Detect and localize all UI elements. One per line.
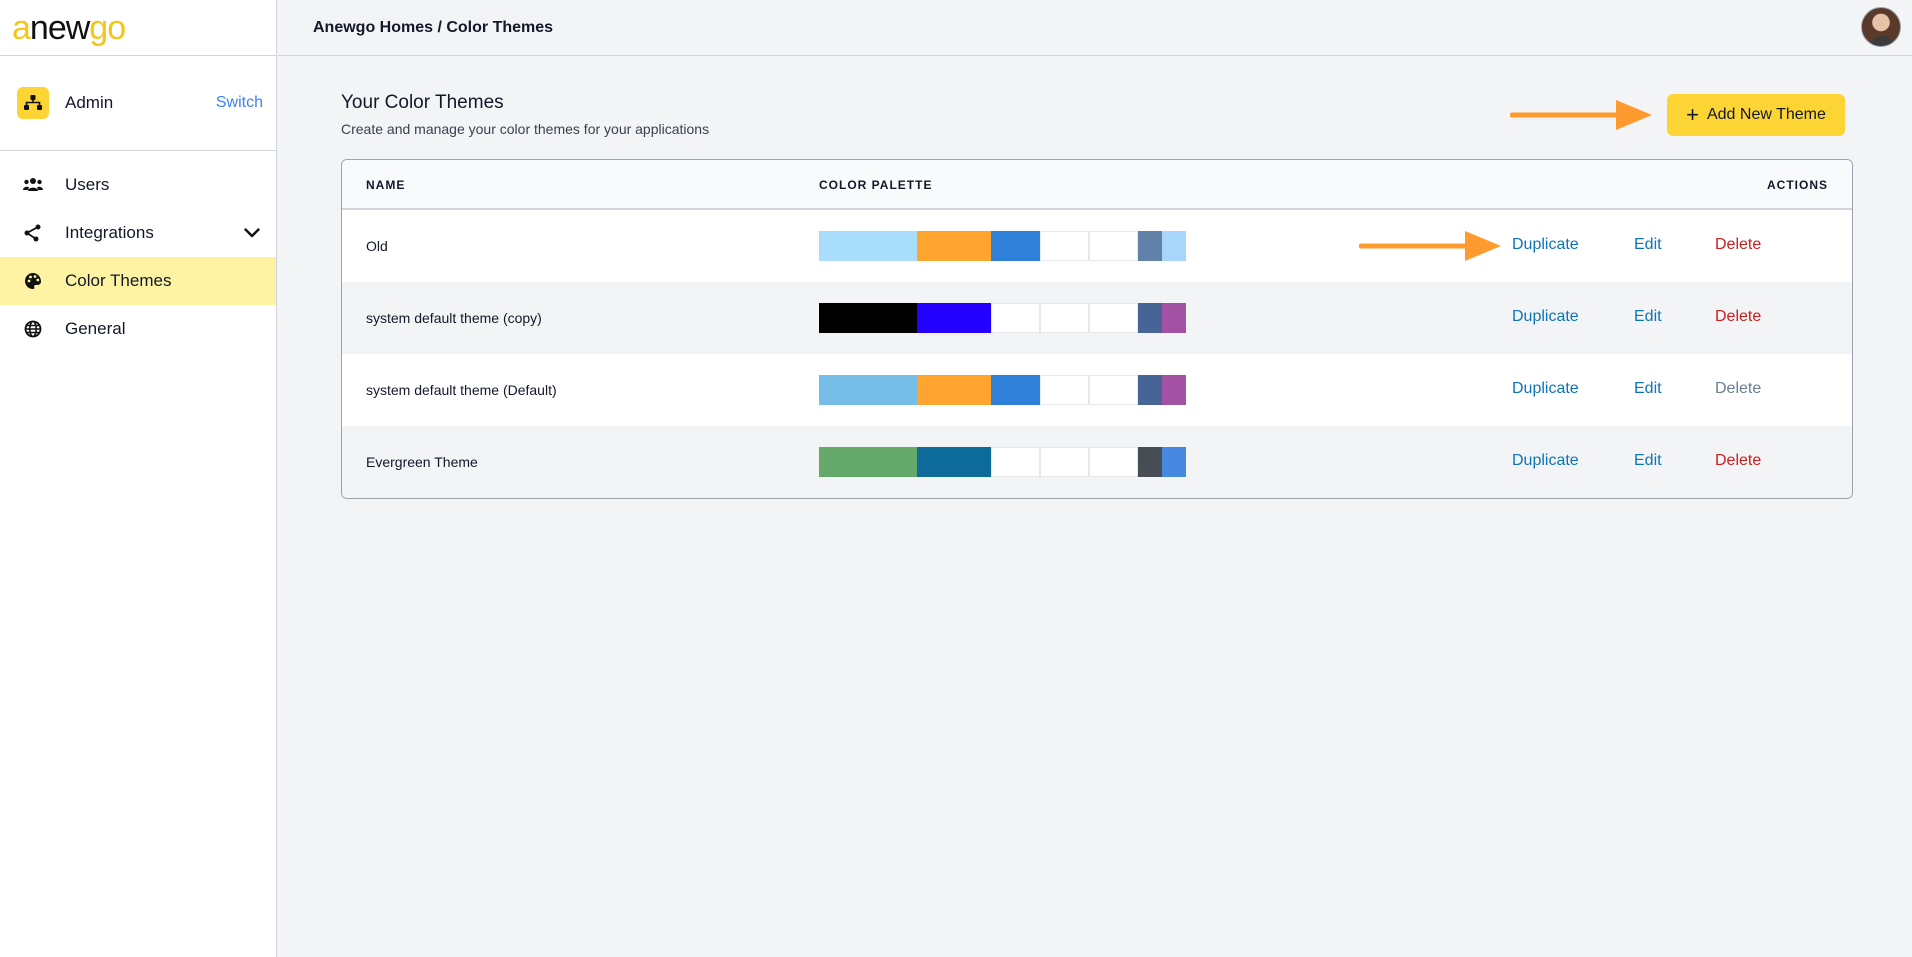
annotation-arrow-icon <box>1510 100 1652 130</box>
duplicate-button[interactable]: Duplicate <box>1512 308 1579 325</box>
palette-icon <box>22 270 44 292</box>
theme-name: Evergreen Theme <box>366 454 478 470</box>
color-swatch <box>1040 447 1089 477</box>
color-swatch <box>1138 231 1162 261</box>
table-row: system default theme (copy) Duplicate Edit… <box>342 282 1852 354</box>
color-palette <box>819 303 1186 333</box>
sidebar-item-label: Color Themes <box>65 271 172 290</box>
top-bar: Anewgo Homes / Color Themes <box>278 0 1912 56</box>
annotation-arrow-icon <box>1359 231 1501 261</box>
sidebar-item-users[interactable]: Users <box>0 161 276 209</box>
color-swatch <box>819 375 917 405</box>
avatar[interactable] <box>1861 7 1901 47</box>
account-switcher: Admin Switch <box>0 56 276 151</box>
color-swatch <box>1040 375 1089 405</box>
color-swatch <box>991 447 1040 477</box>
switch-link[interactable]: Switch <box>215 94 263 111</box>
duplicate-button[interactable]: Duplicate <box>1512 380 1579 397</box>
anewgo-logo[interactable]: anewgo <box>12 8 126 47</box>
table-row: Old Duplicate Edit Delete <box>342 210 1852 282</box>
sidebar-item-general[interactable]: General <box>0 305 276 353</box>
add-new-theme-button[interactable]: + Add New Theme <box>1667 94 1845 136</box>
plus-icon: + <box>1686 102 1699 127</box>
sidebar-item-integrations[interactable]: Integrations <box>0 209 276 257</box>
color-swatch <box>917 447 991 477</box>
color-palette <box>819 447 1186 477</box>
color-swatch <box>1089 231 1138 261</box>
color-palette <box>819 231 1186 261</box>
delete-button: Delete <box>1715 380 1762 397</box>
sidebar-item-label: Users <box>65 175 110 194</box>
logo-part-a: a <box>12 8 31 47</box>
chevron-down-icon[interactable] <box>242 223 262 243</box>
table-row: Evergreen Theme Duplicate Edit Delete <box>342 426 1852 498</box>
color-swatch <box>1138 447 1162 477</box>
edit-button[interactable]: Edit <box>1634 452 1662 469</box>
edit-button[interactable]: Edit <box>1634 236 1662 253</box>
theme-name: system default theme (Default) <box>366 382 557 398</box>
color-swatch <box>991 231 1040 261</box>
color-swatch <box>1162 303 1186 333</box>
theme-name: Old <box>366 238 388 254</box>
sidebar: anewgo Admin Switch Users Integrations <box>0 0 277 957</box>
duplicate-button[interactable]: Duplicate <box>1512 236 1579 253</box>
add-new-theme-label: Add New Theme <box>1706 106 1826 123</box>
color-swatch <box>1089 375 1138 405</box>
column-header-palette: COLOR PALETTE <box>819 178 933 192</box>
page-title: Your Color Themes <box>341 92 504 113</box>
breadcrumb: Anewgo Homes / Color Themes <box>313 18 554 36</box>
duplicate-button[interactable]: Duplicate <box>1512 452 1579 469</box>
delete-button[interactable]: Delete <box>1715 452 1762 469</box>
globe-icon <box>22 318 44 340</box>
color-swatch <box>819 447 917 477</box>
logo-area: anewgo <box>0 0 276 56</box>
column-header-name: NAME <box>366 178 406 192</box>
account-name: Admin <box>65 93 114 112</box>
edit-button[interactable]: Edit <box>1634 380 1662 397</box>
color-swatch <box>917 303 991 333</box>
table-row: system default theme (Default) Duplicate E… <box>342 354 1852 426</box>
delete-button[interactable]: Delete <box>1715 236 1762 253</box>
color-swatch <box>1040 303 1089 333</box>
delete-button[interactable]: Delete <box>1715 308 1762 325</box>
logo-part-go: go <box>89 8 126 47</box>
share-nodes-icon <box>22 222 44 244</box>
color-swatch <box>1138 303 1162 333</box>
color-themes-table: NAME COLOR PALETTE ACTIONS Old Duplicate E… <box>341 159 1853 499</box>
edit-button[interactable]: Edit <box>1634 308 1662 325</box>
sidebar-item-label: General <box>65 319 126 338</box>
color-swatch <box>1089 447 1138 477</box>
color-swatch <box>917 375 991 405</box>
color-palette <box>819 375 1186 405</box>
theme-name: system default theme (copy) <box>366 310 542 326</box>
logo-part-new: new <box>29 8 90 47</box>
sidebar-nav: Users Integrations Color Themes General <box>0 151 276 353</box>
color-swatch <box>819 231 917 261</box>
users-icon <box>22 174 44 196</box>
color-swatch <box>1089 303 1138 333</box>
color-swatch <box>1040 231 1089 261</box>
color-swatch <box>917 231 991 261</box>
color-swatch <box>819 303 917 333</box>
color-swatch <box>1162 375 1186 405</box>
sitemap-icon <box>17 87 49 119</box>
column-header-actions: ACTIONS <box>1767 178 1828 192</box>
color-swatch <box>991 303 1040 333</box>
sidebar-item-label: Integrations <box>65 223 154 242</box>
color-swatch <box>1162 447 1186 477</box>
color-swatch <box>991 375 1040 405</box>
color-swatch <box>1138 375 1162 405</box>
page-subtitle: Create and manage your color themes for … <box>341 121 710 137</box>
table-header: NAME COLOR PALETTE ACTIONS <box>342 160 1852 210</box>
sidebar-item-color-themes[interactable]: Color Themes <box>0 257 276 305</box>
color-swatch <box>1162 231 1186 261</box>
